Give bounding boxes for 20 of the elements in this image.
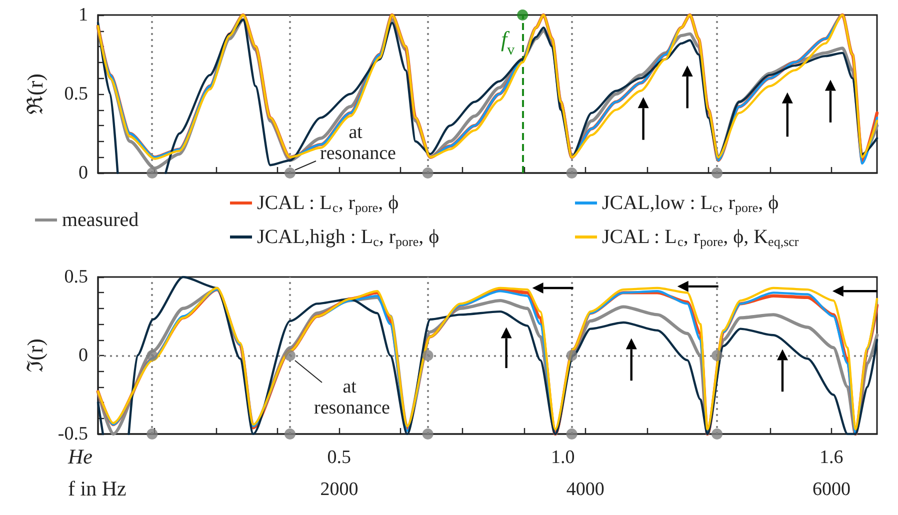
ref-line-label: f$_{v}$ [500, 26, 516, 59]
x-tick-label: 6000 [812, 479, 850, 500]
y-tick-label: 1 [78, 4, 88, 26]
y-tick-label: 0 [78, 345, 88, 366]
y-tick-label: 0 [78, 162, 88, 184]
x2-tick-label: 0.5 [327, 447, 352, 468]
y-tick-label: -0.5 [58, 424, 88, 444]
x-axis-title: f in Hz [68, 476, 126, 500]
y-axis-title: ℑ(r) [22, 338, 48, 372]
x-tick-label: 2000 [320, 479, 358, 500]
annotation: at resonance [314, 376, 390, 418]
annotation: at resonance [320, 122, 396, 164]
x2-tick-label: 1.6 [819, 447, 844, 468]
x-tick-label: 4000 [566, 479, 604, 500]
x2-axis-title: He [67, 444, 92, 468]
y-tick-label: 0.5 [64, 266, 88, 288]
y-axis-title: ℜ(r) [22, 74, 48, 114]
x2-tick-label: 1.0 [551, 447, 575, 468]
legend-label: measured [62, 209, 139, 231]
y-tick-label: 0.5 [64, 84, 88, 104]
